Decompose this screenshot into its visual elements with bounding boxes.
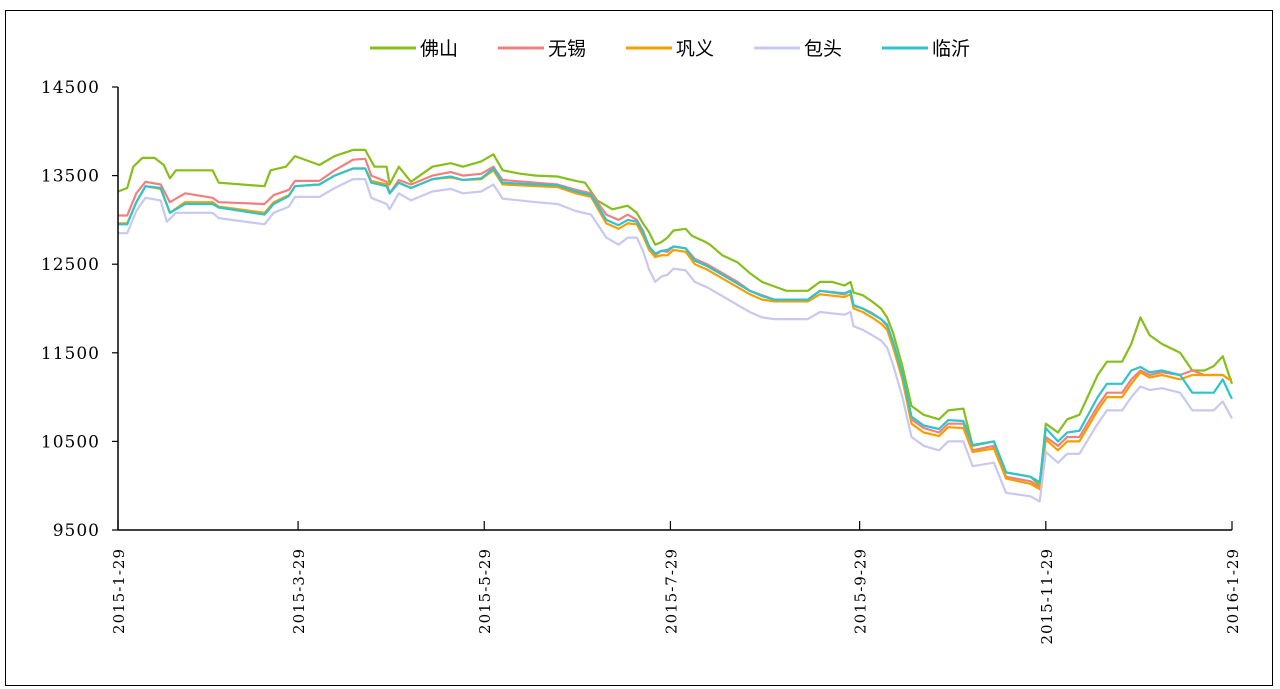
legend: 佛山 无锡 巩义 包头 临沂: [370, 38, 970, 60]
x-tick-label: 2015-11-29: [1038, 548, 1056, 644]
series-line-1: [117, 148, 1234, 487]
x-tick-label: 2015-1-29: [110, 548, 128, 634]
x-tick-label: 2016-1-29: [1224, 548, 1242, 634]
x-tick-label: 2015-3-29: [290, 548, 308, 634]
y-tick-label: 10500: [41, 432, 100, 452]
series-line-2: [118, 157, 1232, 489]
x-tick-label: 2015-9-29: [852, 548, 870, 634]
x-tick-label: 2015-7-29: [662, 548, 680, 634]
y-tick-label: 9500: [53, 521, 100, 541]
series-line-3: [118, 167, 1232, 491]
y-tick-label: 11500: [41, 344, 100, 364]
y-tick-label: 13500: [41, 167, 100, 187]
chart-frame: [5, 10, 1273, 686]
axes: 14500 13500 12500 11500 10500 9500 2015-1-29 20…: [41, 78, 1242, 644]
legend-label: 无锡: [548, 38, 586, 60]
series-line-5: [118, 167, 1233, 484]
x-tick-label: 2015-5-29: [476, 548, 494, 634]
series-layer: [117, 148, 1234, 503]
y-tick-label: 14500: [41, 78, 100, 98]
y-tick-label: 12500: [41, 255, 100, 275]
legend-label: 巩义: [676, 38, 714, 60]
series-line-4: [118, 178, 1233, 503]
legend-label: 包头: [804, 38, 842, 60]
legend-label: 佛山: [420, 38, 458, 60]
legend-label: 临沂: [932, 38, 970, 60]
